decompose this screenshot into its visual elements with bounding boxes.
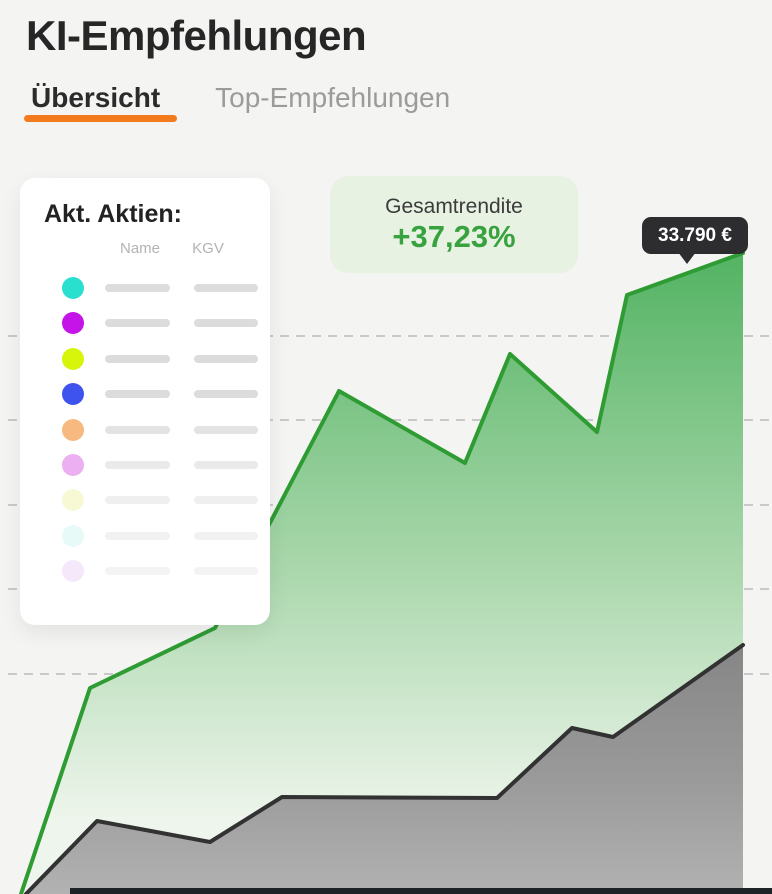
bottom-edge-bar bbox=[70, 888, 772, 894]
column-header-kgv: KGV bbox=[192, 240, 224, 257]
stock-color-dot bbox=[62, 418, 84, 441]
tooltip-pointer-icon bbox=[678, 252, 696, 264]
stock-row bbox=[20, 553, 270, 588]
stock-row bbox=[20, 305, 270, 340]
gray-benchmark-area-line bbox=[24, 643, 745, 894]
kgv-placeholder-bar bbox=[194, 390, 258, 399]
total-return-label: Gesamtrendite bbox=[385, 194, 523, 218]
chart-series bbox=[19, 251, 745, 894]
active-tab-underline bbox=[24, 115, 177, 122]
column-header-name: Name bbox=[119, 240, 160, 257]
kgv-placeholder-bar bbox=[194, 284, 258, 292]
stock-color-dot bbox=[62, 312, 84, 335]
kgv-placeholder-bar bbox=[194, 531, 258, 540]
kgv-placeholder-bar bbox=[194, 425, 258, 434]
kgv-placeholder-bar bbox=[194, 496, 258, 505]
name-placeholder-bar bbox=[105, 425, 170, 434]
stock-row bbox=[20, 270, 270, 305]
tooltip-value: 33.790 € bbox=[658, 224, 732, 246]
green-portfolio-area-line bbox=[19, 251, 745, 894]
total-return-value: +37,23% bbox=[392, 218, 516, 254]
stock-color-dot bbox=[62, 489, 84, 512]
name-placeholder-bar bbox=[105, 496, 170, 505]
stock-row bbox=[20, 341, 270, 376]
kgv-placeholder-bar bbox=[194, 354, 258, 363]
stock-row bbox=[20, 412, 270, 447]
stock-color-dot bbox=[62, 560, 84, 583]
gray-benchmark-area-fill bbox=[26, 645, 743, 894]
total-return-badge: Gesamtrendite +37,23% bbox=[330, 176, 578, 273]
stocks-row-list bbox=[20, 270, 270, 589]
kgv-placeholder-bar bbox=[194, 567, 258, 576]
kgv-placeholder-bar bbox=[194, 460, 258, 469]
name-placeholder-bar bbox=[105, 567, 170, 576]
current-stocks-card: Akt. Aktien: Name KGV bbox=[20, 178, 270, 625]
stock-color-dot bbox=[62, 277, 84, 299]
stock-color-dot bbox=[62, 347, 84, 370]
chart-value-tooltip: 33.790 € bbox=[642, 217, 748, 264]
name-placeholder-bar bbox=[105, 284, 170, 292]
name-placeholder-bar bbox=[105, 390, 170, 399]
tab-bar: Übersicht Top-Empfehlungen bbox=[31, 82, 450, 114]
stock-color-dot bbox=[62, 383, 84, 406]
name-placeholder-bar bbox=[105, 319, 170, 328]
name-placeholder-bar bbox=[105, 531, 170, 540]
name-placeholder-bar bbox=[105, 354, 170, 363]
stocks-card-title: Akt. Aktien: bbox=[44, 200, 182, 228]
stock-color-dot bbox=[62, 524, 84, 547]
name-placeholder-bar bbox=[105, 460, 170, 469]
kgv-placeholder-bar bbox=[194, 319, 258, 328]
stock-row bbox=[20, 518, 270, 553]
page-title: KI-Empfehlungen bbox=[26, 12, 367, 59]
stock-color-dot bbox=[62, 453, 84, 476]
green-portfolio-area-fill bbox=[21, 253, 743, 894]
stock-row bbox=[20, 482, 270, 517]
tab-uebersicht[interactable]: Übersicht bbox=[31, 82, 161, 113]
tab-top-empfehlungen[interactable]: Top-Empfehlungen bbox=[215, 82, 451, 113]
stock-row bbox=[20, 447, 270, 482]
stock-row bbox=[20, 376, 270, 411]
